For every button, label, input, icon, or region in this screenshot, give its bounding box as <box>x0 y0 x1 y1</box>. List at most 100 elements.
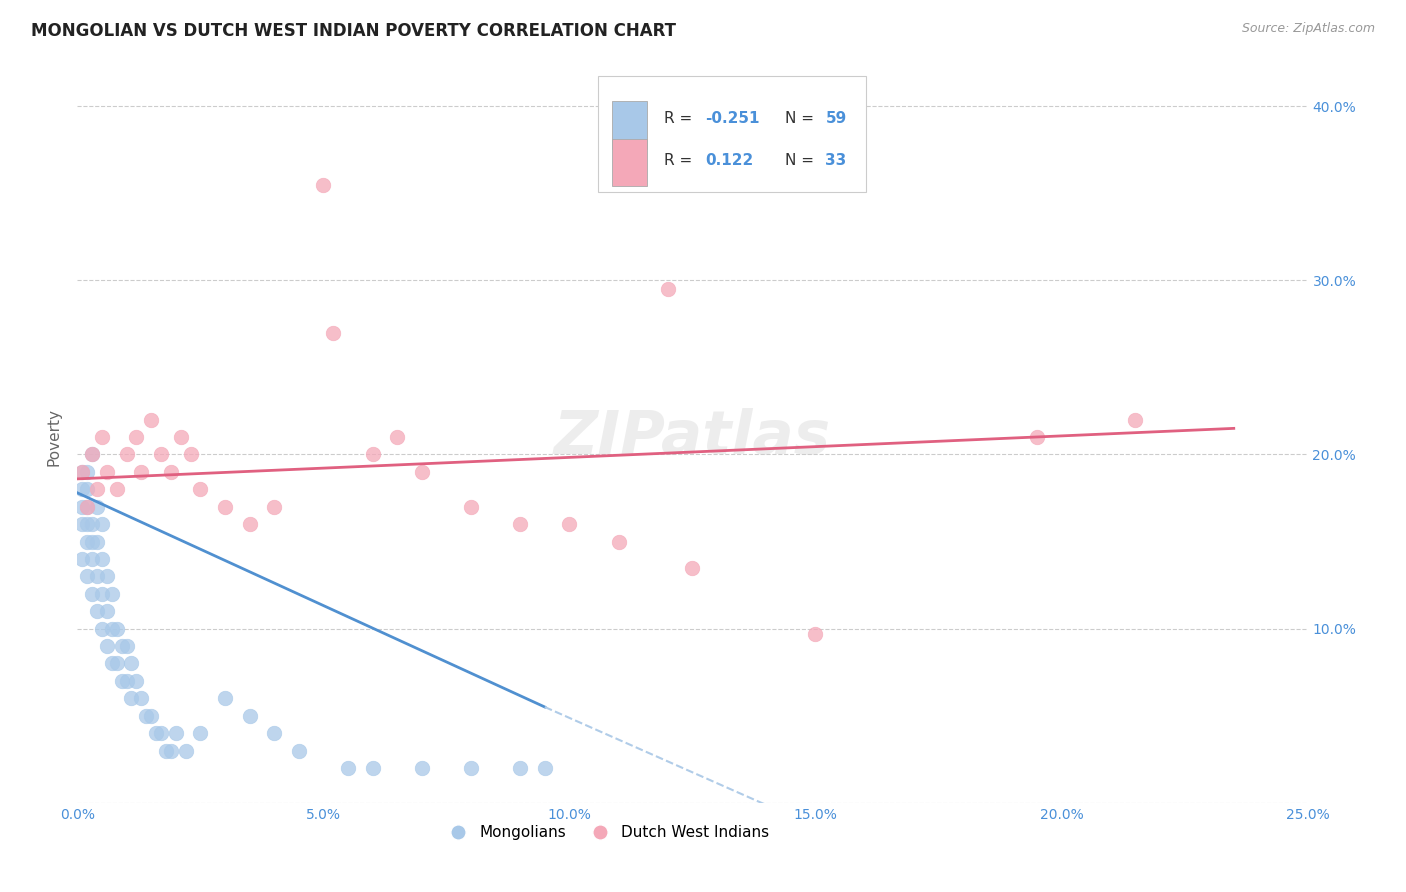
Point <box>86 569 108 583</box>
Point <box>160 465 183 479</box>
Point <box>76 465 98 479</box>
Point <box>86 534 108 549</box>
Text: N =: N = <box>785 153 818 168</box>
Point <box>105 483 128 497</box>
Point <box>105 622 128 636</box>
Point <box>145 726 167 740</box>
Point <box>129 465 153 479</box>
Point <box>70 517 93 532</box>
Point <box>682 560 704 574</box>
Point <box>125 673 148 688</box>
Point <box>105 657 128 671</box>
Text: 0.122: 0.122 <box>704 153 754 168</box>
Point <box>160 743 183 757</box>
Point <box>82 448 104 462</box>
Point <box>155 743 177 757</box>
Point <box>312 178 335 192</box>
Point <box>96 639 118 653</box>
Point <box>115 448 138 462</box>
Point <box>460 500 482 514</box>
Point <box>76 534 98 549</box>
Text: ZIPatlas: ZIPatlas <box>554 408 831 467</box>
Point <box>141 412 163 426</box>
Point <box>385 430 409 444</box>
Point <box>129 691 153 706</box>
Point <box>188 726 212 740</box>
Point <box>101 587 124 601</box>
Point <box>82 587 104 601</box>
Point <box>90 587 114 601</box>
Point <box>460 761 482 775</box>
Point <box>239 517 262 532</box>
Point <box>411 465 433 479</box>
Point <box>121 691 143 706</box>
Point <box>70 465 93 479</box>
Point <box>607 534 630 549</box>
Point <box>101 622 124 636</box>
Point <box>90 517 114 532</box>
Point <box>70 465 93 479</box>
Point <box>188 483 212 497</box>
Point <box>1026 430 1049 444</box>
Point <box>135 708 157 723</box>
Point <box>96 465 118 479</box>
Point <box>115 673 138 688</box>
Point <box>111 673 132 688</box>
Point <box>70 552 93 566</box>
Point <box>288 743 311 757</box>
Text: Source: ZipAtlas.com: Source: ZipAtlas.com <box>1241 22 1375 36</box>
Point <box>76 500 98 514</box>
Y-axis label: Poverty: Poverty <box>46 408 62 467</box>
Point <box>214 691 236 706</box>
Point <box>1125 412 1147 426</box>
FancyBboxPatch shape <box>598 77 866 192</box>
Legend: Mongolians, Dutch West Indians: Mongolians, Dutch West Indians <box>437 819 776 847</box>
Point <box>174 743 197 757</box>
Point <box>70 500 93 514</box>
Point <box>76 517 98 532</box>
Point <box>82 552 104 566</box>
Point <box>82 448 104 462</box>
Point <box>150 448 173 462</box>
Text: R =: R = <box>664 112 697 127</box>
Point <box>90 430 114 444</box>
Text: -0.251: -0.251 <box>704 112 759 127</box>
Point <box>263 500 285 514</box>
Text: N =: N = <box>785 112 818 127</box>
Point <box>263 726 285 740</box>
Text: MONGOLIAN VS DUTCH WEST INDIAN POVERTY CORRELATION CHART: MONGOLIAN VS DUTCH WEST INDIAN POVERTY C… <box>31 22 676 40</box>
Point <box>558 517 581 532</box>
Point <box>115 639 138 653</box>
Text: R =: R = <box>664 153 702 168</box>
Point <box>86 604 108 618</box>
Point <box>76 500 98 514</box>
Point <box>239 708 262 723</box>
Point <box>90 552 114 566</box>
Point <box>70 483 93 497</box>
Point <box>121 657 143 671</box>
Text: 33: 33 <box>825 153 846 168</box>
Point <box>76 569 98 583</box>
Point <box>82 517 104 532</box>
Point <box>96 569 118 583</box>
Point <box>657 282 679 296</box>
FancyBboxPatch shape <box>613 102 647 149</box>
Point <box>86 483 108 497</box>
Point <box>96 604 118 618</box>
Point <box>90 622 114 636</box>
Point <box>180 448 202 462</box>
Point <box>165 726 187 740</box>
Point <box>86 500 108 514</box>
Point <box>411 761 433 775</box>
FancyBboxPatch shape <box>613 138 647 186</box>
Point <box>322 326 344 340</box>
Point <box>361 761 384 775</box>
Text: 59: 59 <box>825 112 846 127</box>
Point <box>509 517 531 532</box>
Point <box>76 483 98 497</box>
Point <box>361 448 384 462</box>
Point <box>111 639 132 653</box>
Point <box>337 761 360 775</box>
Point <box>804 627 827 641</box>
Point <box>125 430 148 444</box>
